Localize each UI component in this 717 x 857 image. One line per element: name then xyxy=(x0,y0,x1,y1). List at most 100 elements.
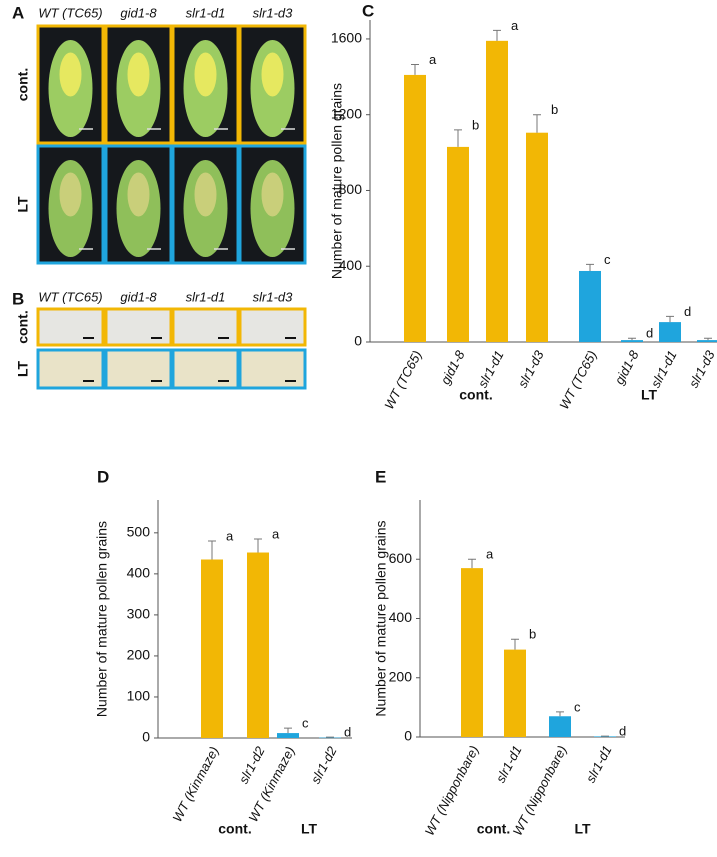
genotype-label: gid1-8 xyxy=(120,5,157,20)
significance-letter: a xyxy=(272,526,280,541)
x-tick-label: gid1-8 xyxy=(611,347,642,387)
error-bar xyxy=(628,337,636,341)
significance-letter: d xyxy=(344,725,351,740)
bar xyxy=(621,340,643,342)
y-tick-label: 0 xyxy=(354,333,362,349)
row-label: LT xyxy=(15,196,31,213)
x-tick-label: slr1-d2 xyxy=(236,743,268,786)
bar xyxy=(201,559,223,738)
anthers xyxy=(59,172,82,217)
bar xyxy=(247,552,269,738)
significance-letter: a xyxy=(226,528,234,543)
error-bar xyxy=(454,129,462,147)
y-tick-label: 400 xyxy=(339,257,363,273)
row-label: cont. xyxy=(15,68,31,101)
significance-letter: b xyxy=(551,102,558,117)
y-tick-label: 600 xyxy=(389,550,413,566)
genotype-label: slr1-d3 xyxy=(253,5,294,20)
panel-letter: E xyxy=(375,467,386,486)
y-tick-label: 400 xyxy=(389,609,413,625)
x-tick-label: slr1-d1 xyxy=(648,348,680,390)
x-tick-label: slr1-d1 xyxy=(475,348,507,390)
bar xyxy=(549,716,571,737)
genotype-label: slr1-d1 xyxy=(186,5,226,20)
y-tick-label: 200 xyxy=(127,647,151,663)
x-tick-label: slr1-d2 xyxy=(308,743,340,786)
bar xyxy=(277,733,299,738)
genotype-label: slr1-d3 xyxy=(253,289,294,304)
significance-letter: c xyxy=(574,699,581,714)
significance-letter: d xyxy=(619,724,626,739)
x-tick-label: slr1-d1 xyxy=(493,743,525,785)
group-label: cont. xyxy=(459,387,492,403)
bar xyxy=(526,132,548,342)
significance-letter: a xyxy=(429,52,437,67)
group-label: cont. xyxy=(218,821,251,837)
panel-letter: D xyxy=(97,467,109,486)
anthers xyxy=(194,172,217,217)
error-bar xyxy=(533,114,541,133)
anthers xyxy=(194,52,217,97)
row-label: cont. xyxy=(15,310,31,343)
error-bar xyxy=(666,315,674,323)
bar xyxy=(461,568,483,737)
bar xyxy=(319,737,341,739)
y-tick-label: 0 xyxy=(404,728,412,744)
error-bar xyxy=(468,558,476,569)
panel-letter: B xyxy=(12,289,24,308)
error-bar xyxy=(586,263,594,271)
photo xyxy=(238,307,307,347)
error-bar xyxy=(493,29,501,41)
anthers xyxy=(59,52,82,97)
bar xyxy=(697,340,717,342)
x-tick-label: WT (TC65) xyxy=(556,348,599,412)
group-label: LT xyxy=(641,387,658,403)
group-label: LT xyxy=(574,821,591,837)
y-tick-label: 400 xyxy=(127,565,151,581)
x-tick-label: slr1-d3 xyxy=(515,347,547,390)
error-bar xyxy=(556,711,564,717)
x-tick-label: WT (Nipponbare) xyxy=(422,743,482,838)
y-tick-label: 1200 xyxy=(331,105,362,121)
significance-letter: b xyxy=(529,627,536,642)
significance-letter: d xyxy=(684,304,691,319)
significance-letter: d xyxy=(646,326,653,341)
x-tick-label: WT (TC65) xyxy=(381,348,424,412)
significance-letter: a xyxy=(511,18,519,33)
x-tick-label: WT (Kinmaze) xyxy=(169,744,221,824)
significance-letter: c xyxy=(302,716,309,731)
group-label: LT xyxy=(301,821,318,837)
anthers xyxy=(127,172,150,217)
anthers xyxy=(127,52,150,97)
significance-letter: b xyxy=(472,117,479,132)
y-tick-label: 100 xyxy=(127,688,151,704)
y-axis-label: Number of mature pollen grains xyxy=(373,520,389,716)
bar xyxy=(504,649,526,737)
x-tick-label: slr1-d1 xyxy=(583,743,615,785)
x-tick-label: gid1-8 xyxy=(437,347,468,387)
genotype-label: WT (TC65) xyxy=(38,289,102,304)
y-tick-label: 500 xyxy=(127,524,151,540)
photo xyxy=(104,348,173,390)
photo xyxy=(171,307,240,347)
error-bar xyxy=(704,337,712,341)
y-tick-label: 0 xyxy=(142,729,150,745)
photo xyxy=(104,307,173,347)
anthers xyxy=(261,52,284,97)
error-bar xyxy=(411,64,419,75)
genotype-label: slr1-d1 xyxy=(186,289,226,304)
photo xyxy=(238,348,307,390)
photo xyxy=(36,307,105,347)
error-bar xyxy=(511,638,519,650)
panel-letter: A xyxy=(12,3,24,22)
y-axis-label: Number of mature pollen grains xyxy=(329,83,345,279)
y-tick-label: 1600 xyxy=(331,30,362,46)
y-tick-label: 800 xyxy=(339,181,363,197)
row-label: LT xyxy=(15,361,31,378)
significance-letter: c xyxy=(604,252,611,267)
photo xyxy=(36,348,105,390)
bar xyxy=(594,736,616,737)
genotype-label: WT (TC65) xyxy=(38,5,102,20)
bar xyxy=(579,270,601,342)
x-tick-label: slr1-d3 xyxy=(686,347,717,390)
